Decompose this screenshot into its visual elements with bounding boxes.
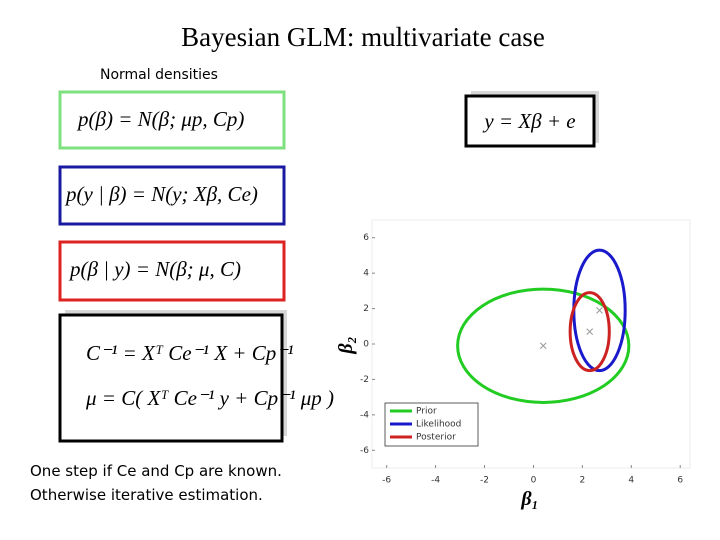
model-box: [464, 94, 596, 148]
x-tick-label: -4: [431, 476, 440, 486]
update-equation: C⁻¹ = Xᵀ Ce⁻¹ X + Cp⁻¹: [86, 341, 294, 365]
y-tick-label: -2: [360, 375, 369, 385]
y-tick-label: -4: [360, 410, 369, 420]
y-tick-label: 2: [363, 304, 369, 314]
posterior-equation: p(β | y) = N(β; μ, C): [68, 257, 241, 281]
x-tick-label: 0: [531, 476, 537, 486]
posterior-box: [58, 240, 286, 302]
prior-equation: p(β) = N(β; μp, Cp): [76, 107, 244, 131]
y-tick-label: 4: [363, 269, 369, 279]
note: One step if Ce and Cp are known.: [30, 462, 282, 480]
x-tick-label: 6: [677, 476, 683, 486]
x-tick-label: -2: [480, 476, 489, 486]
legend-label: Prior: [416, 407, 437, 417]
x-tick-label: 4: [628, 476, 634, 486]
y-axis-label: β₂: [335, 336, 357, 354]
prior-box: [58, 90, 286, 150]
model-equation: y = Xβ + e: [482, 109, 575, 133]
x-tick-label: 2: [580, 476, 586, 486]
subtitle: Normal densities: [100, 67, 218, 83]
likelihood-equation: p(y | β) = N(y; Xβ, Ce): [64, 182, 258, 206]
legend-label: Posterior: [416, 433, 456, 443]
legend-label: Likelihood: [416, 420, 461, 430]
density-contour: [456, 287, 631, 404]
note: Otherwise iterative estimation.: [30, 486, 263, 504]
update-equation: μ = C( Xᵀ Ce⁻¹ y + Cp⁻¹ μp ): [85, 386, 334, 410]
y-tick-label: -6: [360, 446, 369, 456]
likelihood-box: [58, 165, 286, 226]
update-box: [58, 313, 284, 443]
mean-marker: [586, 328, 594, 335]
mean-marker: [539, 342, 547, 350]
density-contour: [568, 291, 611, 373]
slide-title: Bayesian GLM: multivariate case: [181, 22, 545, 52]
x-axis-label: β₁: [520, 488, 538, 510]
y-tick-label: 0: [363, 340, 369, 350]
mean-marker: [596, 306, 603, 314]
x-tick-label: -6: [382, 476, 391, 486]
y-tick-label: 6: [363, 233, 369, 243]
